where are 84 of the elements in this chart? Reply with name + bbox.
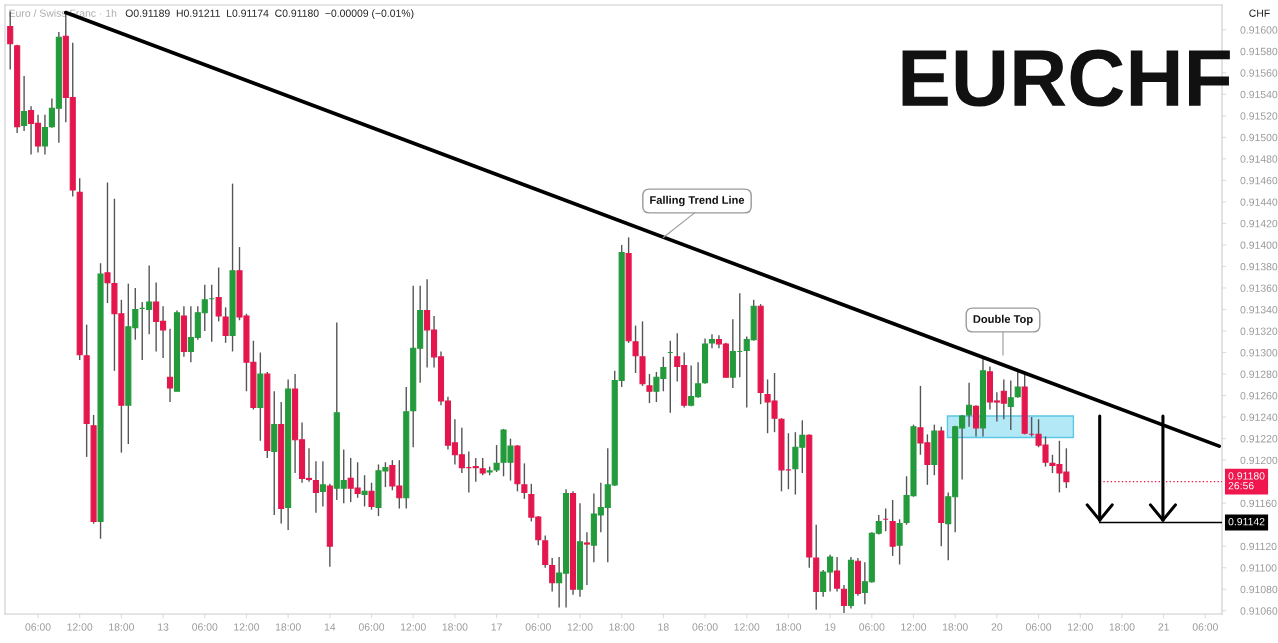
y-tick-label: 0.91560 [1240,69,1278,77]
candlestick [104,181,111,304]
x-tick-label: 14 [324,623,336,631]
x-tick-label: 18:00 [442,623,468,631]
x-tick-label: 21 [1158,623,1169,631]
candlestick [368,482,375,511]
y-tick-label: 0.91520 [1240,112,1278,120]
candlestick [493,444,500,473]
candlestick [312,460,319,514]
x-tick-label: 12:00 [67,623,93,631]
x-tick-label: 19 [825,623,836,631]
candlestick [361,474,368,508]
x-tick-label: 12:00 [734,623,760,631]
x-tick-label: 06:00 [1025,623,1052,631]
candlestick [1007,379,1014,431]
y-tick-label: 0.91580 [1240,47,1278,56]
candlestick [583,531,590,586]
y-tick-label: 0.91200 [1240,456,1278,465]
y-tick-label: 0.91600 [1240,26,1278,34]
x-tick-label: 20 [991,623,1003,631]
candlestick [41,114,49,156]
x-tick-label: 18:00 [1109,623,1135,631]
y-axis-title: CHF [1249,9,1270,17]
x-tick-label: 18:00 [776,623,802,631]
y-tick-label: 0.91480 [1240,155,1278,163]
x-tick-label: 12:00 [400,623,426,631]
y-tick-label: 0.91220 [1240,435,1278,443]
y-tick-label: 0.91380 [1240,262,1278,271]
x-tick-label: 06:00 [692,623,718,631]
x-tick-label: 06:00 [192,623,218,631]
y-tick-label: 0.91060 [1240,607,1278,615]
candlestick [166,328,174,403]
x-tick-label: 06:00 [1192,623,1218,631]
candlestick [549,557,556,593]
candlestick [972,404,980,438]
x-tick-label: 18:00 [942,623,968,631]
x-tick-label: 12:00 [567,623,593,631]
annotation: Double Top [973,314,1033,326]
y-tick-label: 0.91420 [1240,219,1278,228]
y-tick-label: 0.91400 [1240,241,1278,249]
y-tick-label: 0.91240 [1240,413,1278,421]
y-tick-label: 0.91340 [1240,306,1278,314]
candlestick [319,460,326,508]
candlestick [1014,371,1021,399]
y-tick-label: 0.91300 [1240,349,1278,357]
x-tick-label: 12:00 [234,623,260,631]
chart-title: EURCHF [902,49,1230,107]
x-tick-label: 18 [658,623,669,631]
y-tick-label: 0.91260 [1240,392,1278,400]
annotation: O0.91189 H0.91211 L0.91174 C0.91180 −0.00009 (−0.01%) [125,9,414,19]
candlestick [840,584,848,614]
ref-line-label: 0.91180 26:56 [1228,472,1265,490]
x-tick-label: 06:00 [525,623,551,631]
x-tick-label: 12:00 [901,623,927,631]
candlestick [542,534,549,569]
x-tick-label: 06:00 [358,623,385,631]
candlestick [521,462,528,500]
y-tick-label: 0.91160 [1240,499,1277,508]
y-tick-label: 0.91080 [1240,585,1278,594]
y-tick-label: 0.91540 [1240,90,1278,99]
candlestick [646,373,653,404]
candlestick [21,75,28,132]
y-tick-label: 0.91360 [1240,284,1278,292]
x-tick-label: 18:00 [609,623,635,631]
y-tick-label: 0.91500 [1240,133,1278,142]
x-tick-label: 18:00 [109,623,135,631]
x-tick-label: 18:00 [275,623,301,631]
y-tick-label: 0.91320 [1240,327,1278,335]
y-tick-label: 0.91280 [1240,370,1278,378]
candlestick [632,324,639,374]
x-tick-label: 06:00 [859,623,885,631]
y-tick-label: 0.91460 [1240,176,1278,185]
x-tick-label: 06:00 [25,623,51,631]
y-tick-label: 0.91440 [1240,198,1278,206]
x-tick-label: 12:00 [1068,623,1093,631]
candlestick [472,457,479,483]
x-tick-label: 13 [158,623,169,631]
y-tick-label: 0.91100 [1240,564,1277,572]
x-tick-label: 17 [491,623,502,631]
ref-line-label: 0.91142 [1228,517,1265,526]
candlestick [896,518,903,566]
candlestick [834,556,841,593]
annotation: Falling Trend Line [650,195,745,207]
y-tick-label: 0.91120 [1240,542,1277,551]
